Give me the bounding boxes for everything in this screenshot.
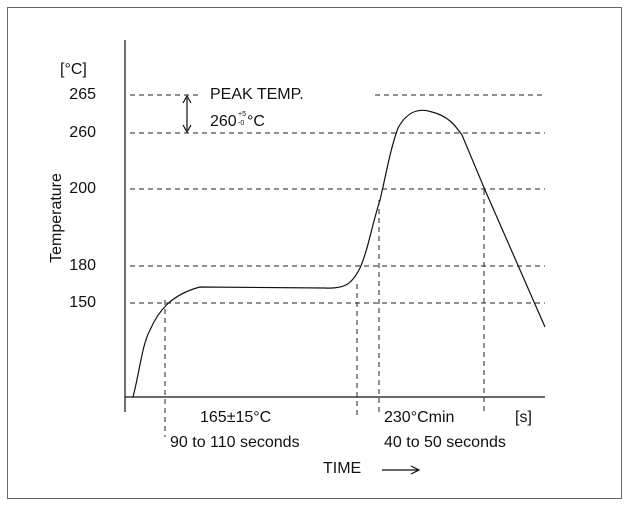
preheat-duration: 90 to 110 seconds (170, 434, 300, 451)
peak-title: PEAK TEMP. (210, 86, 304, 103)
peak-minus: -0 (238, 120, 244, 127)
peak-plus: +5 (238, 111, 246, 118)
peak-value: 260 (210, 113, 237, 130)
y-tick-label: 180 (69, 257, 96, 274)
y-tick-label: 200 (69, 180, 96, 197)
preheat-temp: 165±15°C (200, 409, 271, 426)
peak-unit: °C (247, 113, 265, 130)
reflow-duration: 40 to 50 seconds (384, 434, 506, 451)
frame (7, 7, 622, 499)
y-tick-label: 260 (69, 124, 96, 141)
peak-arrow (182, 94, 192, 134)
grid-lines (130, 94, 545, 437)
y-axis-label: Temperature (48, 173, 65, 263)
y-tick-label: 265 (69, 86, 96, 103)
y-unit: [°C] (60, 61, 87, 78)
y-tick-label: 150 (69, 294, 96, 311)
time-arrow (382, 465, 421, 475)
arrow-head (410, 465, 421, 475)
x-axis-label: TIME (323, 460, 361, 477)
temperature-curve (132, 109, 546, 398)
x-unit: [s] (515, 409, 532, 426)
arrow-heads (182, 94, 192, 134)
reflow-temp: 230°Cmin (384, 409, 454, 426)
